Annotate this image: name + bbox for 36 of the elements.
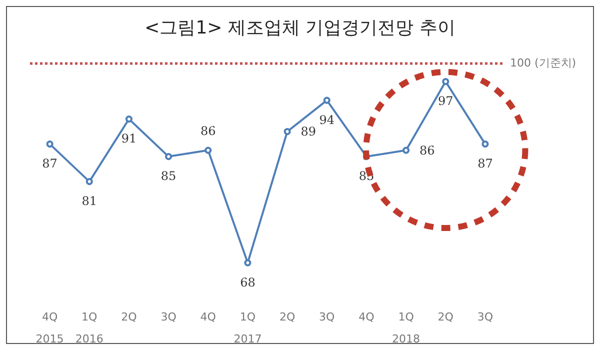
data-label: 86 [420, 143, 435, 158]
x-tick-label: 2Q [279, 310, 296, 324]
point [165, 153, 172, 160]
data-label: 87 [42, 156, 58, 171]
point [86, 178, 93, 186]
data-label: 89 [300, 124, 316, 139]
point [323, 96, 330, 104]
data-label: 91 [121, 132, 137, 146]
x-tick-label: 4Q [200, 310, 216, 324]
x-tick-label: 2Q [121, 310, 138, 324]
x-tick-label: 2Q [438, 310, 454, 324]
data-label: 81 [82, 194, 98, 208]
point [244, 259, 252, 266]
x-tick-label: 1Q 2017 [234, 310, 262, 346]
chart-title: <그림1> 제조업체 기업경기전망 추이 [144, 18, 456, 38]
data-label: 97 [438, 94, 454, 108]
x-tick-label: 3Q [160, 310, 177, 324]
x-tick-label: 1Q 2016 [75, 310, 104, 346]
point [402, 146, 410, 154]
point [284, 128, 291, 136]
data-label: 94 [319, 112, 335, 127]
point [125, 116, 132, 123]
point [482, 140, 489, 148]
point [442, 78, 450, 86]
data-label: 68 [240, 275, 256, 290]
x-tick-label: 3Q [477, 310, 494, 324]
x-tick-label: 1Q 2018 [392, 310, 420, 346]
ref-line-label: 100 (기준치) [510, 56, 576, 70]
x-tick-label: 4Q [358, 310, 375, 324]
data-label: 85 [160, 169, 176, 184]
point [204, 146, 212, 154]
data-label: 87 [478, 156, 493, 171]
x-tick-label: 3Q [319, 310, 336, 324]
x-tick-label: 4Q 2015 [36, 310, 64, 346]
point [46, 140, 54, 148]
data-label: 86 [200, 124, 216, 138]
